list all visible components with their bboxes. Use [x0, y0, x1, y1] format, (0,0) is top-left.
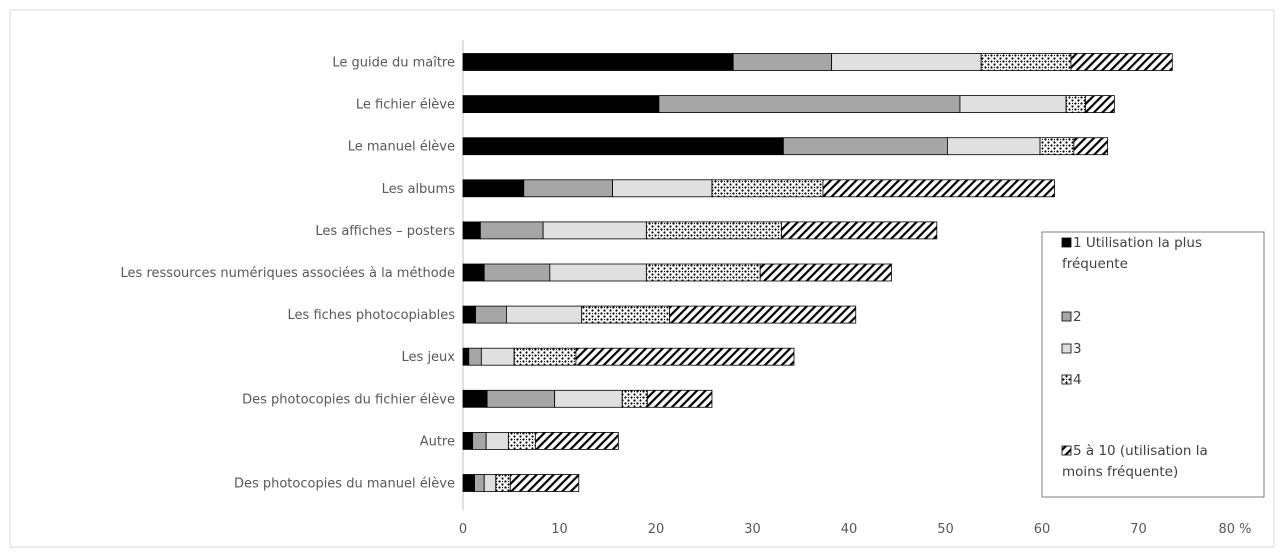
bar-segment	[759, 263, 892, 282]
bar-segment	[462, 305, 476, 324]
x-tick-label: 0	[459, 522, 467, 537]
bar-segment	[1085, 95, 1115, 113]
legend-swatch	[1061, 343, 1072, 354]
x-tick-label: 20	[648, 522, 665, 537]
bar-segment	[462, 137, 784, 156]
x-tick-label: 30	[744, 522, 761, 537]
bar-segment	[462, 389, 488, 408]
bar-segment	[645, 221, 782, 240]
bar-segment	[645, 263, 761, 282]
bar-segment	[475, 305, 507, 324]
bar-segment	[462, 53, 734, 71]
bar-segment	[462, 474, 475, 492]
bar-segment	[507, 431, 536, 450]
legend-label: 4	[1073, 372, 1082, 388]
bar-segment	[669, 305, 857, 324]
bar-segment	[831, 53, 982, 71]
bar-segment	[486, 389, 556, 408]
bar-segment	[542, 221, 647, 240]
bar-segment	[495, 474, 511, 492]
legend-label: 3	[1073, 341, 1082, 357]
bar-segment	[646, 389, 713, 408]
bar-segment	[480, 347, 515, 366]
category-label: Autre	[420, 434, 455, 449]
category-label: Le manuel élève	[348, 140, 455, 155]
bar-segment	[549, 263, 647, 282]
bar-segment	[462, 221, 481, 240]
category-label: Les fiches photocopiables	[288, 308, 456, 323]
bar-segment	[554, 389, 623, 408]
bar-segment	[1070, 53, 1173, 71]
legend-label: 1 Utilisation la plus fréquente	[1062, 235, 1202, 272]
category-label: Des photocopies du manuel élève	[234, 477, 455, 492]
bar-segment	[474, 474, 485, 492]
category-label: Des photocopies du fichier élève	[242, 392, 455, 407]
legend-box	[1041, 231, 1265, 498]
category-label: Les jeux	[402, 350, 456, 365]
bar-segment	[468, 347, 482, 366]
bar-segment	[581, 305, 670, 324]
bar-segment	[485, 431, 509, 450]
bar-segment	[462, 263, 485, 282]
legend-swatch	[1061, 445, 1072, 456]
bar-segment	[612, 179, 713, 198]
bar-segment	[822, 179, 1055, 198]
category-label: Le guide du maître	[332, 56, 455, 71]
bar-segment	[534, 431, 619, 450]
bar-segment	[947, 137, 1041, 156]
x-tick-label: 50	[937, 522, 954, 537]
category-label: Les affiches – posters	[315, 224, 455, 239]
bar-segment	[509, 474, 580, 492]
bar-segment	[483, 263, 551, 282]
bar-segment	[621, 389, 648, 408]
category-label: Le fichier élève	[356, 98, 455, 113]
x-tick-label: 60	[1034, 522, 1051, 537]
bar-segment	[1065, 95, 1086, 113]
bar-segment	[462, 347, 470, 366]
x-tick-label: 10	[551, 522, 568, 537]
bar-segment	[472, 431, 487, 450]
bar-segment	[781, 221, 938, 240]
chart-frame	[9, 9, 1275, 548]
legend-label: 2	[1073, 309, 1082, 325]
bar-segment	[462, 95, 660, 113]
bar-segment	[711, 179, 824, 198]
bar-segment	[506, 305, 583, 324]
x-tick-label: 40	[841, 522, 858, 537]
bar-segment	[782, 137, 948, 156]
bar-segment	[483, 474, 497, 492]
bar-segment	[658, 95, 961, 113]
bar-segment	[732, 53, 833, 71]
bar-segment	[462, 431, 474, 450]
legend-label: 5 à 10 (utilisation la moins fréquente)	[1062, 443, 1208, 480]
legend-swatch	[1061, 311, 1072, 322]
bar-segment	[513, 347, 577, 366]
bar-segment	[959, 95, 1067, 113]
bar-segment	[479, 221, 544, 240]
x-tick-label: 80 %	[1218, 522, 1251, 537]
bar-segment	[523, 179, 613, 198]
x-tick-label: 70	[1130, 522, 1147, 537]
category-label: Les ressources numériques associées à la…	[121, 266, 455, 281]
bar-segment	[575, 347, 795, 366]
legend-swatch	[1061, 374, 1072, 385]
bar-segment	[1073, 137, 1109, 156]
bar-segment	[980, 53, 1072, 71]
legend-swatch	[1061, 237, 1072, 248]
category-label: Les albums	[382, 182, 456, 197]
bar-segment	[462, 179, 525, 198]
bar-segment	[1039, 137, 1075, 156]
